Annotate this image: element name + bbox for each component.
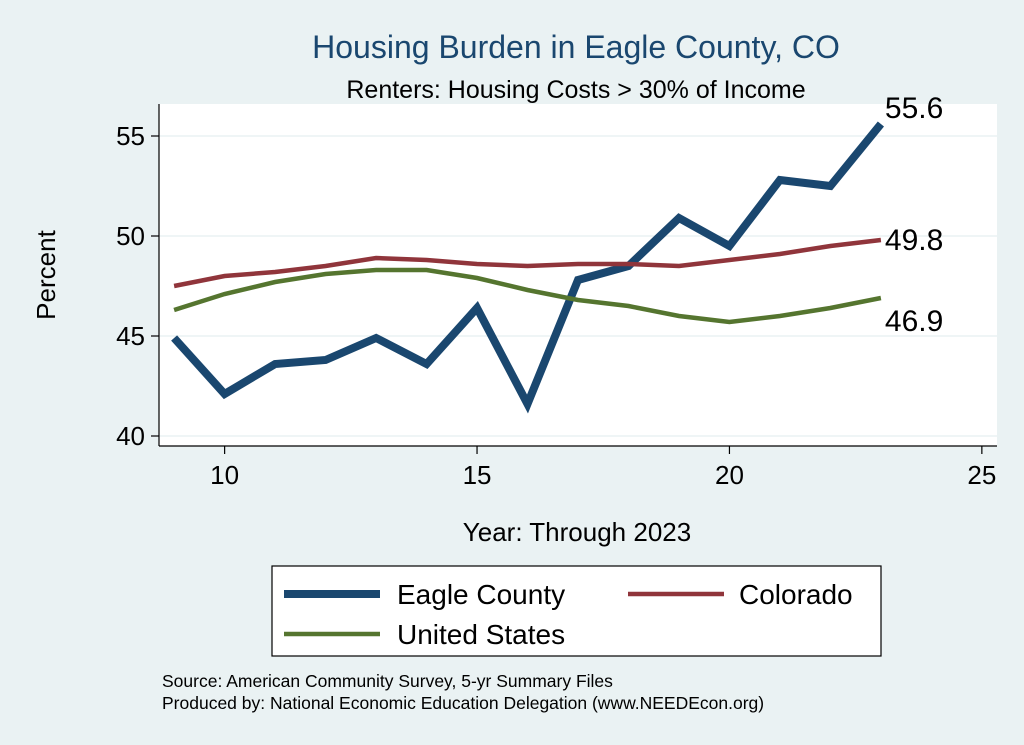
legend-label: United States [397,619,565,650]
y-tick-label: 45 [116,321,145,351]
series-line-eagle-county [171,121,885,414]
y-tick-label: 40 [116,421,145,451]
x-tick-label: 20 [715,460,744,490]
axes: 40 45 50 55 10 15 20 25 [116,104,997,490]
end-value-label: 46.9 [885,305,943,338]
x-tick-label: 15 [463,460,492,490]
x-axis-title: Year: Through 2023 [463,517,691,547]
series-line-colorado [173,237,882,289]
legend-label: Eagle County [397,579,565,610]
x-tick-label: 10 [210,460,239,490]
end-labels: 55.6 49.8 46.9 [885,92,943,338]
end-value-label: 49.8 [885,224,943,257]
y-tick-label: 50 [116,221,145,251]
end-value-label: 55.6 [885,92,943,125]
source-note: Source: American Community Survey, 5-yr … [162,671,613,691]
chart-title: Housing Burden in Eagle County, CO [312,29,840,65]
y-axis-title: Percent [31,229,61,319]
y-tick-label: 55 [116,121,145,151]
series-lines [171,121,885,414]
x-tick-label: 25 [967,460,996,490]
chart-subtitle: Renters: Housing Costs > 30% of Income [346,76,805,104]
legend: Eagle County Colorado United States [284,579,853,650]
legend-label: Colorado [739,579,853,610]
series-line-united-states [173,267,882,325]
legend-box [271,565,882,657]
plot-area [159,104,997,446]
produced-by-note: Produced by: National Economic Education… [162,693,764,713]
grid-lines [159,135,997,437]
